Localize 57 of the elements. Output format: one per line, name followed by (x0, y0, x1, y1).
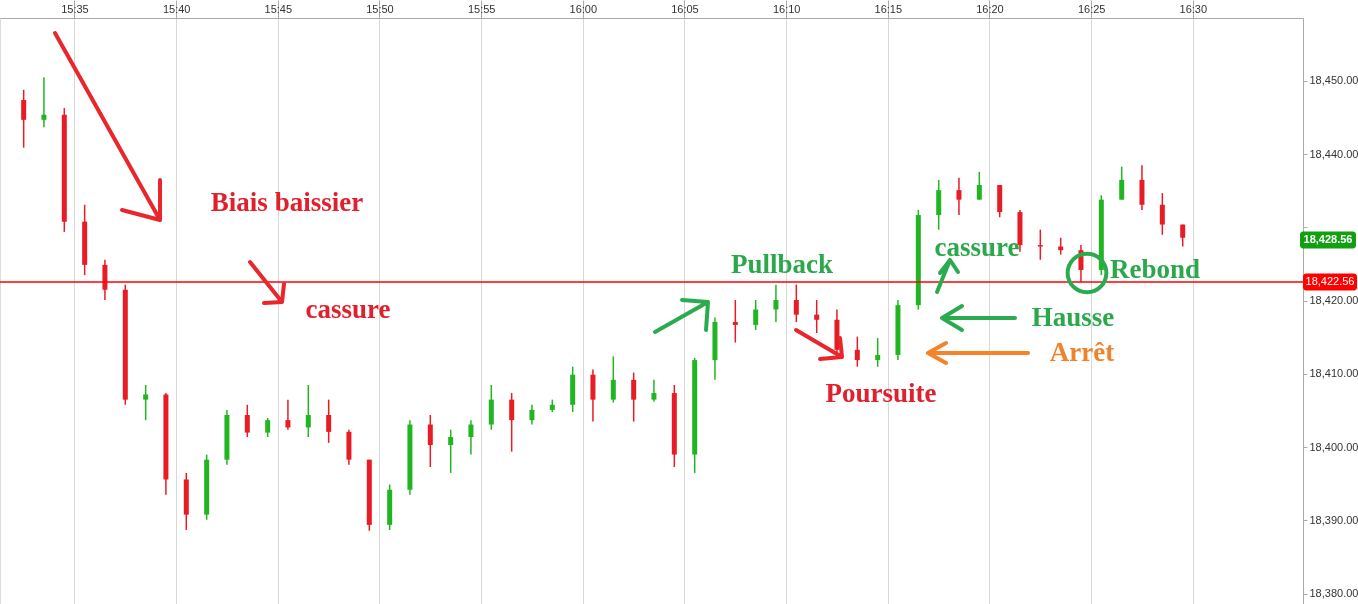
x-tick-label: 16:20 (976, 2, 1004, 15)
candlestick (875, 337, 881, 368)
x-tick-label: 15:45 (264, 2, 293, 15)
candlestick (956, 176, 962, 216)
candlestick (976, 171, 982, 201)
candlestick (448, 428, 454, 474)
y-tick-label: 18,420.00 (1309, 294, 1358, 307)
annotation: Pullback (730, 249, 834, 279)
candlestick (753, 299, 759, 331)
candlestick (529, 404, 535, 426)
candlestick (732, 299, 738, 344)
annotation: Arrêt (1049, 337, 1115, 367)
y-tick-label: 18,440.00 (1309, 147, 1358, 160)
text: 18,428.56 (1303, 233, 1353, 245)
candlestick (305, 384, 311, 438)
y-tick-label: 18,410.00 (1309, 367, 1358, 380)
annotation: Rebond (1109, 254, 1201, 284)
y-tick-label: 18,390.00 (1309, 513, 1358, 526)
candlestick (265, 417, 271, 438)
candlestick (509, 392, 515, 453)
annotation: Hausse (1031, 302, 1115, 332)
candlestick (631, 371, 637, 423)
candlestick (610, 355, 616, 404)
candlestick (651, 379, 657, 403)
annotation: cassure (305, 294, 391, 324)
annotation: cassure (934, 232, 1020, 262)
candlestick (244, 404, 250, 438)
x-tick-label: 15:35 (61, 2, 89, 15)
candlestick (773, 283, 779, 323)
candlestick (285, 398, 291, 431)
x-tick-label: 15:50 (366, 2, 394, 15)
x-tick-label: 16:05 (671, 2, 699, 15)
candlestick (854, 335, 860, 368)
candlestick (814, 299, 820, 334)
annotation: Poursuite (825, 377, 937, 408)
y-tick-label: 18,380.00 (1309, 587, 1358, 600)
x-tick-label: 16:00 (569, 2, 598, 15)
candlestick (468, 419, 474, 456)
candlestick (326, 398, 332, 444)
candlestick (1159, 192, 1165, 236)
x-tick-label: 16:30 (1179, 2, 1208, 15)
x-tick-label: 15:40 (162, 2, 191, 15)
ref-line-label: 18,422.56 (1305, 274, 1355, 287)
x-tick-label: 16:15 (874, 2, 903, 15)
candlestick (1037, 228, 1043, 261)
y-tick-label: 18,450.00 (1309, 74, 1358, 87)
y-tick-label: 18,400.00 (1309, 440, 1358, 453)
annotation: Biais baissier (210, 187, 364, 217)
candlestick (1119, 165, 1125, 201)
x-tick-label: 15:55 (467, 2, 496, 15)
x-tick-label: 16:10 (772, 2, 801, 15)
candlestick (793, 283, 799, 323)
candlestick (427, 414, 433, 468)
candlestick (41, 76, 47, 128)
candlestick (143, 384, 149, 421)
candlestick (21, 89, 27, 149)
x-tick-label: 16:25 (1077, 2, 1106, 15)
